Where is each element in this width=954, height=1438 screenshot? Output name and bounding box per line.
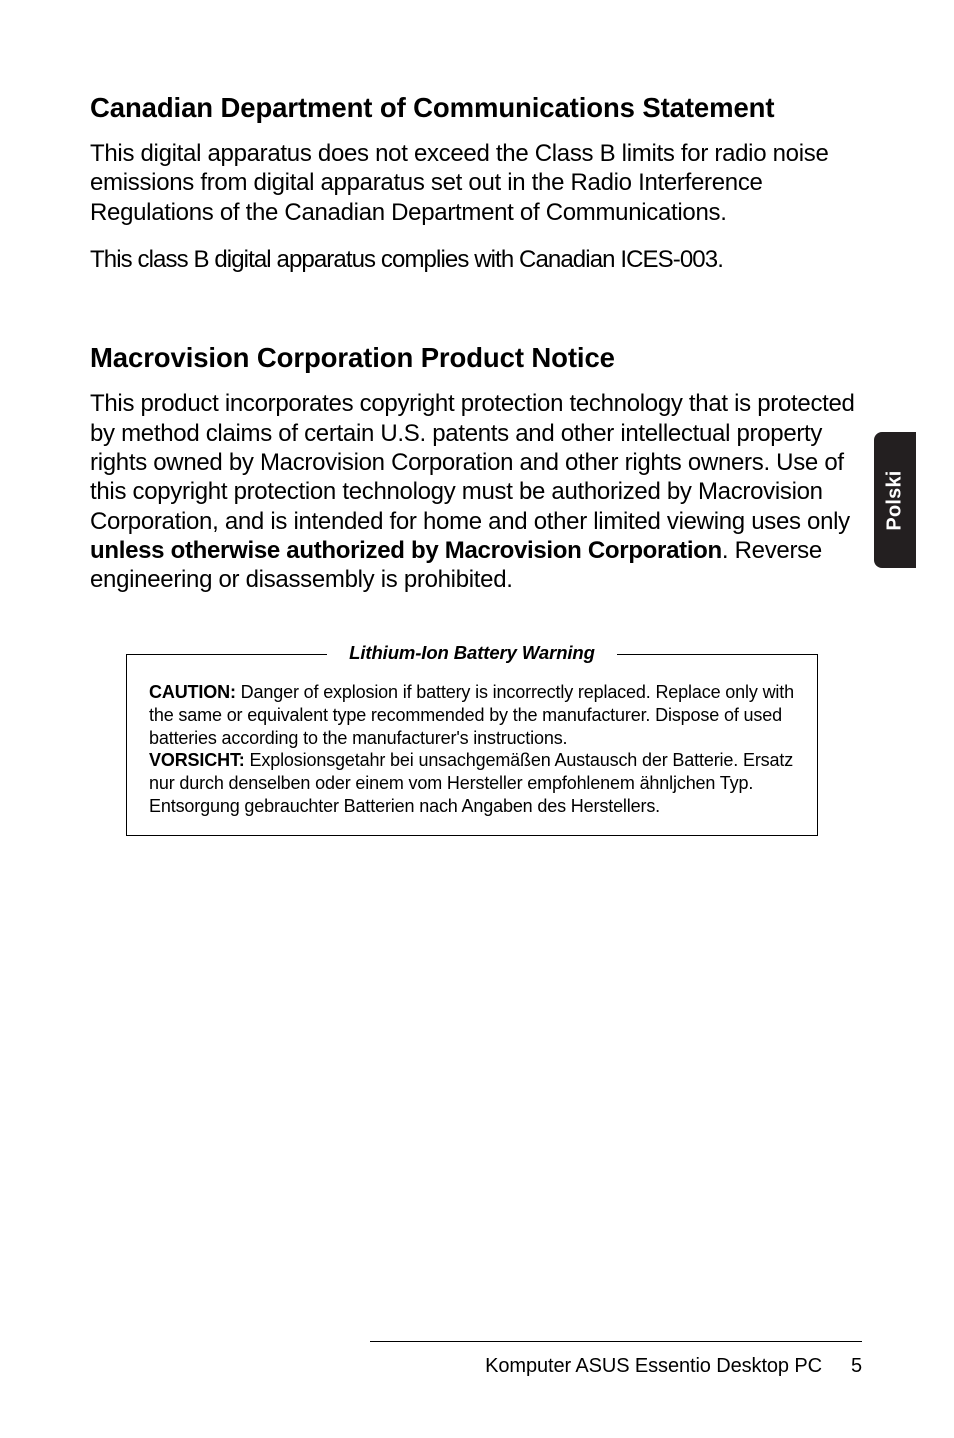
footer: Komputer ASUS Essentio Desktop PC5 <box>370 1355 862 1378</box>
footer-page-number: 5 <box>822 1355 862 1378</box>
warning-title: Lithium-Ion Battery Warning <box>126 642 818 664</box>
page: Canadian Department of Communications St… <box>0 0 954 1438</box>
language-tab-label: Polski <box>884 470 907 530</box>
section-gap-small <box>90 612 856 646</box>
footer-title: Komputer ASUS Essentio Desktop PC <box>485 1355 822 1377</box>
macrovision-paragraph: This product incorporates copyright prot… <box>90 389 856 594</box>
cdc-paragraph-1: This digital apparatus does not exceed t… <box>90 139 856 227</box>
caution-label: CAUTION: <box>149 682 236 702</box>
footer-rule <box>370 1341 862 1342</box>
vorsicht-label: VORSICHT: <box>149 750 245 770</box>
macrovision-text-a: This product incorporates copyright prot… <box>90 390 855 534</box>
language-tab: Polski <box>874 432 916 568</box>
caution-text: Danger of explosion if battery is incorr… <box>149 682 794 747</box>
macrovision-text-bold: unless otherwise authorized by Macrovisi… <box>90 537 722 564</box>
heading-cdc: Canadian Department of Communications St… <box>90 90 856 125</box>
vorsicht-text: Explosionsgetahr bei unsachgemäßen Austa… <box>149 750 793 815</box>
section-gap <box>90 292 856 340</box>
cdc-paragraph-2: This class B digital apparatus complies … <box>90 245 856 274</box>
warning-container: Lithium-Ion Battery Warning CAUTION: Dan… <box>126 654 818 836</box>
warning-box: CAUTION: Danger of explosion if battery … <box>126 654 818 836</box>
heading-macrovision: Macrovision Corporation Product Notice <box>90 340 856 375</box>
